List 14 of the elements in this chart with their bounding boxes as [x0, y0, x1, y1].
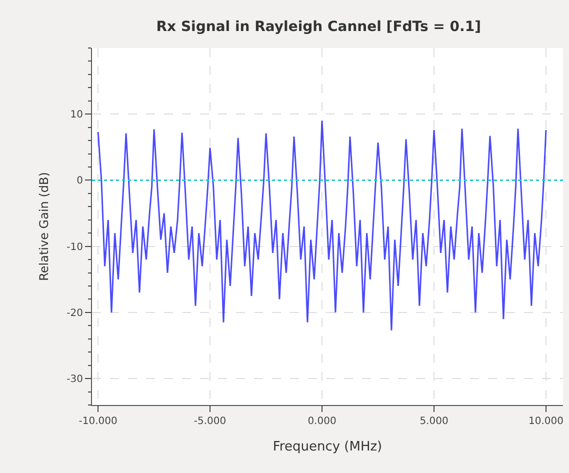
chart-title: Rx Signal in Rayleigh Cannel [FdTs = 0.1] [156, 19, 481, 36]
y-tick-label: 10 [70, 110, 83, 121]
x-tick-label: 10.000 [528, 416, 564, 427]
x-tick-label: 5.000 [420, 416, 448, 427]
y-tick-label: -20 [66, 308, 83, 319]
x-tick-label: -10.000 [78, 416, 118, 427]
x-tick-label: 0.000 [308, 416, 336, 427]
line-series [97, 120, 547, 332]
y-tick-label: -30 [66, 374, 83, 386]
y-axis-title: Relative Gain (dB) [36, 172, 51, 281]
x-tick-label: -5.000 [194, 416, 226, 427]
y-tick-label: 0 [76, 176, 83, 187]
x-axis-title: Frequency (MHz) [272, 440, 382, 455]
y-tick-label: -10 [66, 242, 83, 253]
